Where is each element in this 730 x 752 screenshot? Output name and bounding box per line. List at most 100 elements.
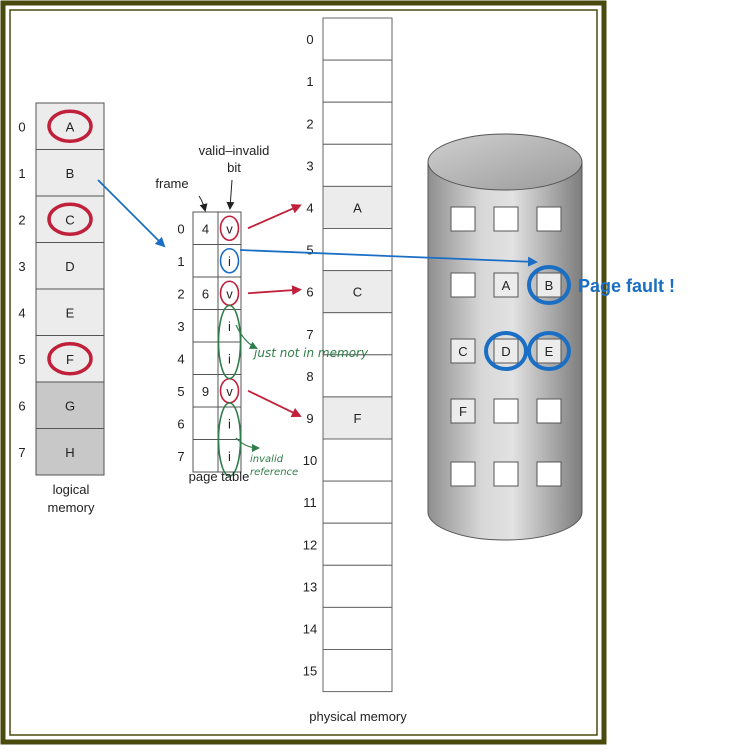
physical-index-4: 4: [306, 200, 313, 215]
logical-index-3: 3: [18, 259, 25, 274]
valid-bit-highlight-0: [219, 215, 240, 242]
physical-frame-1: [322, 59, 393, 103]
logical-cell-6: [35, 381, 105, 429]
logical-highlight-5: [47, 342, 93, 376]
picture-frame-inner: [9, 9, 598, 736]
physical-value-4: A: [353, 200, 362, 215]
page-table-frame-cell-7: [192, 439, 219, 473]
physical-frame-6: [322, 270, 393, 314]
disk-block-0-1: [493, 206, 519, 232]
valid-invalid-label-line1: valid–invalid: [199, 143, 270, 158]
disk-highlight-2-2: [527, 331, 571, 371]
logical-memory-label-line1: logical: [53, 482, 90, 497]
logical-memory-label-line2: memory: [48, 500, 95, 515]
logical-value-3: D: [65, 259, 74, 274]
disk-block-3-0: [450, 398, 476, 424]
invalid-reference-arrow: [235, 437, 260, 452]
physical-index-11: 11: [303, 495, 317, 510]
logical-highlight-2: [47, 202, 93, 236]
logical-index-0: 0: [18, 119, 25, 134]
disk-block-1-0: [450, 272, 476, 298]
physical-index-3: 3: [306, 158, 313, 173]
page-table-bit-2: v: [226, 286, 233, 301]
physical-index-12: 12: [303, 537, 317, 552]
disk-block-label-2-0: C: [458, 344, 467, 359]
disk-backing-store: A B C D E F: [427, 133, 583, 541]
valid-mapping-arrow-5: [247, 389, 302, 417]
logical-index-6: 6: [18, 398, 25, 413]
page-table-frame-cell-1: [192, 244, 219, 278]
physical-frame-13: [322, 564, 393, 608]
page-table-frame-cell-3: [192, 309, 219, 343]
page-table-frame-cell-2: [192, 276, 219, 310]
logical-value-5: F: [66, 352, 74, 367]
physical-frame-4: [322, 185, 393, 229]
physical-index-7: 7: [306, 327, 313, 342]
physical-frame-2: [322, 101, 393, 145]
page-table-frame-cell-4: [192, 341, 219, 375]
invalid-reference-note-line1: invalid: [250, 454, 284, 465]
logical-value-7: H: [65, 445, 74, 460]
frame-label-arrow: [198, 195, 208, 212]
page-fault-label: Page fault !: [578, 276, 675, 296]
page-table-bit-cell-7: [217, 439, 242, 473]
physical-index-13: 13: [303, 579, 317, 594]
mapping-arrows: [97, 179, 538, 417]
physical-index-0: 0: [306, 32, 313, 47]
page-table-index-1: 1: [177, 254, 184, 269]
disk-block-label-2-1: D: [501, 344, 510, 359]
physical-frame-14: [322, 606, 393, 651]
logical-index-7: 7: [18, 445, 25, 460]
disk-block-3-1: [493, 398, 519, 424]
logical-value-0: A: [66, 119, 75, 134]
page-table-index-7: 7: [177, 449, 184, 464]
disk-block-2-0: [450, 338, 476, 364]
physical-frame-8: [322, 354, 393, 398]
physical-index-5: 5: [306, 243, 313, 258]
page-table-index-4: 4: [177, 351, 184, 366]
page-table-frame-0: 4: [202, 221, 209, 236]
disk-block-4-2: [536, 461, 562, 487]
page-table-index-6: 6: [177, 416, 184, 431]
disk-block-1-1: [493, 272, 519, 298]
page-table-frame-5: 9: [202, 384, 209, 399]
physical-frame-5: [322, 228, 393, 272]
page-table-bit-7: i: [228, 449, 231, 464]
physical-index-1: 1: [306, 74, 313, 89]
physical-index-6: 6: [306, 285, 313, 300]
disk-block-label-3-0: F: [459, 404, 467, 419]
logical-value-6: G: [65, 398, 75, 413]
page-table-bit-1: i: [228, 254, 231, 269]
disk-highlight-1-2: [527, 265, 571, 305]
disk-block-2-2: [536, 338, 562, 364]
physical-index-9: 9: [306, 411, 313, 426]
disk-block-label-2-2: E: [545, 344, 554, 359]
page-fault-arrow: [239, 249, 538, 267]
page-table-index-5: 5: [177, 384, 184, 399]
physical-frame-11: [322, 480, 393, 524]
physical-index-2: 2: [306, 116, 313, 131]
valid-mapping-arrow-0: [247, 204, 302, 230]
not-in-memory-note: just not in memory: [252, 346, 369, 360]
physical-memory-caption: physical memory: [309, 709, 407, 724]
physical-frame-12: [322, 522, 393, 566]
logical-index-1: 1: [18, 166, 25, 181]
disk-block-4-1: [493, 461, 519, 487]
invalid-group-highlight-6: [217, 402, 242, 477]
valid-mapping-arrow-2: [247, 285, 302, 296]
invalid-reference-note-line2: reference: [250, 467, 298, 478]
disk-highlight-2-1: [484, 331, 528, 371]
logical-index-5: 5: [18, 352, 25, 367]
physical-frame-10: [322, 438, 393, 482]
logical-index-4: 4: [18, 305, 25, 320]
disk-cylinder-top: [427, 133, 583, 191]
logical-to-page-table-arrow: [97, 179, 166, 248]
physical-index-15: 15: [303, 664, 317, 679]
page-table-bit-4: i: [228, 351, 231, 366]
disk-block-0-2: [536, 206, 562, 232]
disk-block-2-1: [493, 338, 519, 364]
physical-frame-15: [322, 649, 393, 693]
page-table-index-3: 3: [177, 319, 184, 334]
